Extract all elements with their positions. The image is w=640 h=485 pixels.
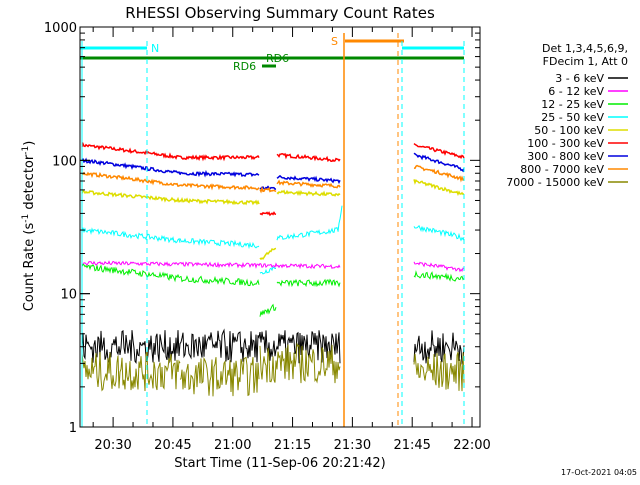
y-tick-label: 1 <box>69 421 77 436</box>
legend-label: 50 - 100 keV <box>534 124 604 137</box>
x-tick-label: 21:30 <box>334 438 371 453</box>
series-trace <box>337 205 343 232</box>
series-trace <box>276 189 341 197</box>
series-trace <box>413 224 465 242</box>
series-trace <box>259 342 341 384</box>
series-trace <box>81 263 181 283</box>
legend-label: 25 - 50 keV <box>541 111 604 124</box>
series-trace <box>81 227 181 244</box>
series-trace <box>413 351 465 392</box>
series-trace <box>179 153 260 162</box>
x-tick-label: 20:45 <box>154 438 191 453</box>
x-tick-label: 21:15 <box>274 438 311 453</box>
legend-header-line1: Det 1,3,4,5,6,9, <box>542 42 628 55</box>
legend-header-line2: FDecim 1, Att 0 <box>543 55 628 68</box>
series-trace <box>81 260 341 270</box>
series-trace <box>276 226 339 241</box>
flag-label-rd6-short: RD6 <box>233 60 256 73</box>
legend-label: 7000 - 15000 keV <box>506 176 604 189</box>
legend-label: 300 - 800 keV <box>527 150 604 163</box>
series-trace <box>413 143 465 160</box>
series-trace <box>179 182 260 191</box>
y-axis-label: Count Rate (s-1 detector-1) <box>21 141 37 312</box>
series-trace <box>413 179 465 196</box>
flag-layer: N S RD6 RD6 <box>80 35 464 73</box>
series-trace <box>259 303 277 317</box>
chart-title: RHESSI Observing Summary Count Rates <box>125 4 435 22</box>
x-axis-label: Start Time (11-Sep-06 20:21:42) <box>174 456 385 471</box>
series-trace <box>276 278 341 288</box>
x-tick-label: 22:00 <box>453 438 490 453</box>
series-trace <box>179 169 260 178</box>
series-trace <box>413 164 465 183</box>
y-tick-label: 10 <box>60 288 77 303</box>
series-trace <box>81 189 181 203</box>
series-trace <box>276 179 341 189</box>
legend-label: 100 - 300 keV <box>527 137 604 150</box>
x-axis: 20:30 20:45 21:00 21:15 21:30 21:45 22:00 <box>92 27 491 453</box>
flag-label-s: S <box>331 35 338 48</box>
series-trace <box>179 356 260 397</box>
x-tick-label: 21:00 <box>214 438 251 453</box>
series-trace <box>179 197 260 206</box>
series-trace <box>259 185 277 191</box>
series-trace <box>276 174 341 185</box>
legend-label: 3 - 6 keV <box>555 72 604 85</box>
series-trace <box>259 186 277 194</box>
series-trace <box>413 270 465 282</box>
x-tick-label: 21:45 <box>393 438 430 453</box>
series-trace <box>179 237 260 250</box>
footer-date: 17-Oct-2021 04:05 <box>561 468 637 477</box>
series-trace <box>81 157 181 175</box>
series-trace <box>81 171 181 187</box>
series-trace <box>259 247 277 261</box>
x-tick-label: 20:30 <box>94 438 131 453</box>
series-trace <box>413 261 465 273</box>
y-axis: 1 10 100 1000 <box>44 21 480 436</box>
y-tick-label: 100 <box>52 154 77 169</box>
series-trace <box>81 351 181 392</box>
series-trace <box>179 275 260 287</box>
series-trace <box>81 328 341 365</box>
legend-label: 12 - 25 keV <box>541 98 604 111</box>
series-trace <box>81 141 181 160</box>
series-trace <box>413 330 465 365</box>
flag-label-n: N <box>151 42 159 55</box>
series-trace <box>413 152 465 173</box>
series-trace <box>259 211 277 217</box>
flag-label-rd6: RD6 <box>266 52 289 65</box>
series-trace <box>259 266 276 275</box>
vline-layer <box>81 33 465 427</box>
series-layer <box>81 141 465 397</box>
legend-label: 800 - 7000 keV <box>520 163 604 176</box>
y-tick-label: 1000 <box>44 21 77 36</box>
plot-frame <box>79 26 481 428</box>
legend-label: 6 - 12 keV <box>548 85 604 98</box>
series-trace <box>276 152 341 163</box>
